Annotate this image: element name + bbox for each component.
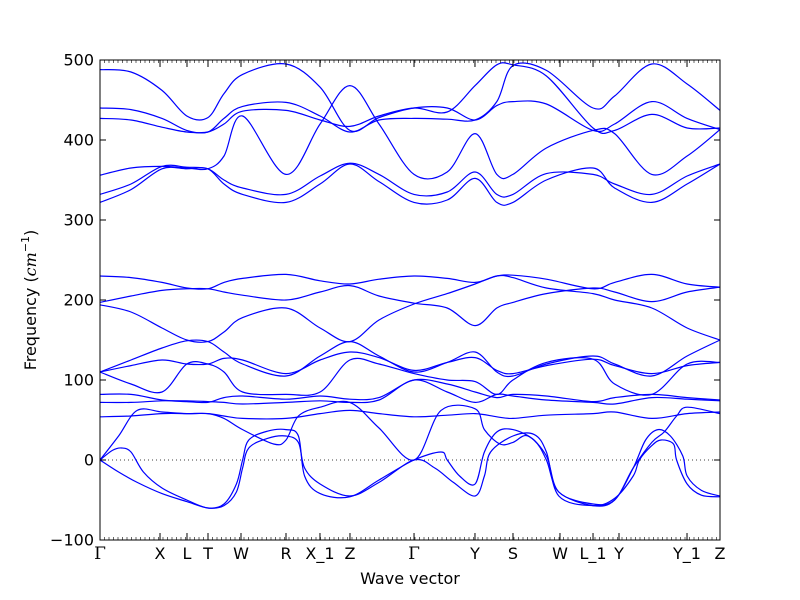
kpoint-label: L_1 [579, 544, 606, 564]
y-axis-label-prefix: Frequency ( [21, 276, 40, 370]
y-axis-ticks: −100 0 100 200 300 400 500 [50, 51, 720, 550]
kpoint-label: Γ [408, 544, 420, 564]
band-line-10 [100, 339, 720, 378]
kpoint-label: W [233, 544, 249, 563]
y-tick-label: 300 [63, 211, 94, 230]
band-line-9 [100, 274, 720, 343]
kpoint-label: W [552, 544, 568, 563]
band-line-15 [100, 409, 720, 420]
kpoint-label: S [508, 544, 518, 563]
band-line-11 [100, 351, 720, 375]
band-series-group [100, 62, 720, 509]
kpoint-label: L [183, 544, 192, 563]
y-tick-label: 0 [84, 451, 94, 470]
y-axis-label-unit: cm [21, 252, 40, 276]
y-tick-label: 400 [63, 131, 94, 150]
kpoint-label: Y [613, 544, 624, 563]
kpoint-label: T [202, 544, 213, 563]
kpoint-label: Z [715, 544, 726, 563]
band-line-1 [100, 63, 720, 133]
band-line-6 [100, 163, 720, 206]
kpoint-label: X [155, 544, 166, 563]
band-line-3 [100, 62, 720, 135]
y-tick-label: 500 [63, 51, 94, 70]
band-line-7 [100, 273, 720, 290]
y-tick-label: −100 [50, 531, 94, 550]
kpoint-label: R [280, 544, 291, 563]
y-tick-label: 100 [63, 371, 94, 390]
kpoint-label: Y [469, 544, 480, 563]
y-axis-label: Frequency (cm−1) [19, 230, 40, 371]
y-axis-label-suffix: ) [21, 230, 40, 236]
band-line-2 [100, 62, 720, 134]
y-axis-label-exponent: −1 [19, 236, 32, 252]
band-line-8 [100, 284, 720, 327]
y-tick-label: 200 [63, 291, 94, 310]
band-line-17 [100, 428, 720, 509]
band-line-18 [100, 432, 720, 509]
kpoint-label: Z [344, 544, 355, 563]
x-axis-kpoint-labels: Γ X L T W R X_1 Z Γ Y S W L_1 Y Y_1 Z [94, 60, 726, 564]
x-axis-label: Wave vector [360, 569, 460, 588]
kpoint-label: Y_1 [672, 544, 701, 564]
kpoint-label: X_1 [305, 544, 334, 564]
band-line-12 [100, 357, 720, 396]
band-line-14 [100, 379, 720, 405]
kpoint-label: Γ [94, 544, 106, 564]
band-line-4 [100, 84, 720, 180]
